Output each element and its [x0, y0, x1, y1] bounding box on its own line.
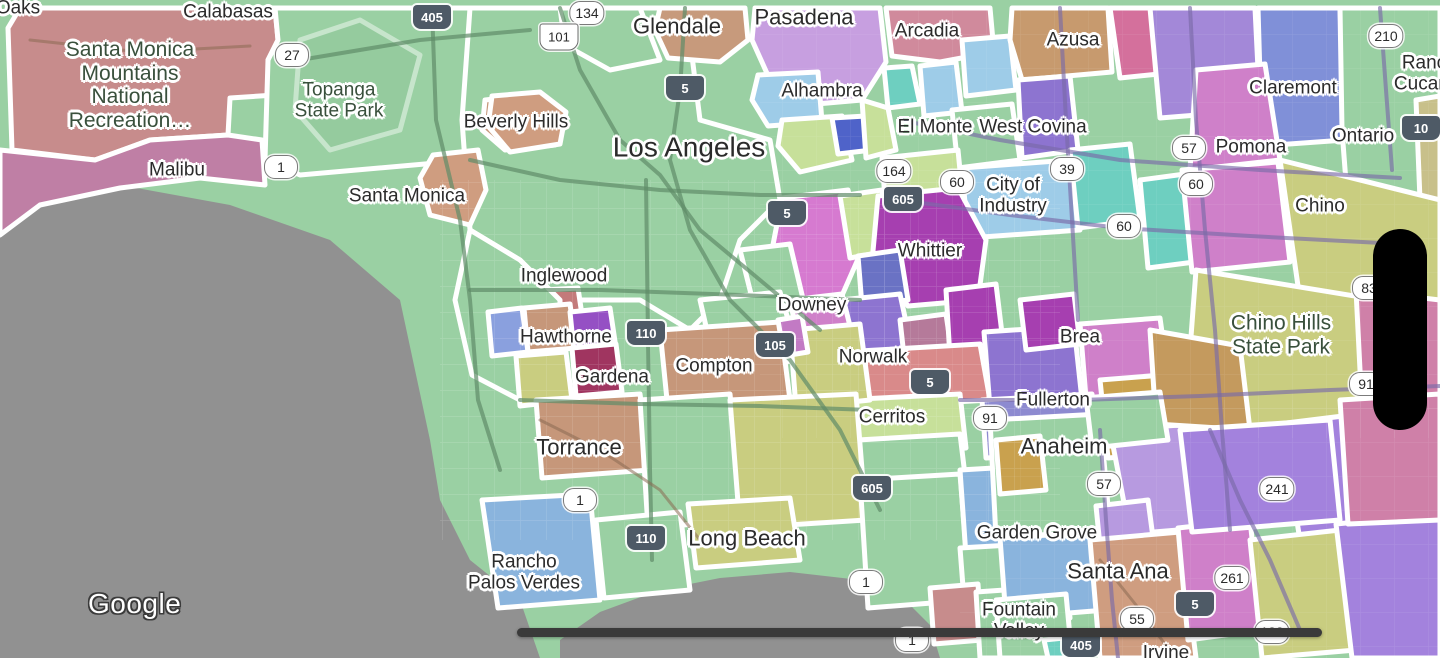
- horizontal-scrollbar[interactable]: [517, 628, 1322, 637]
- freeway-lines: [298, 6, 882, 562]
- vertical-scrollbar[interactable]: [1373, 229, 1427, 430]
